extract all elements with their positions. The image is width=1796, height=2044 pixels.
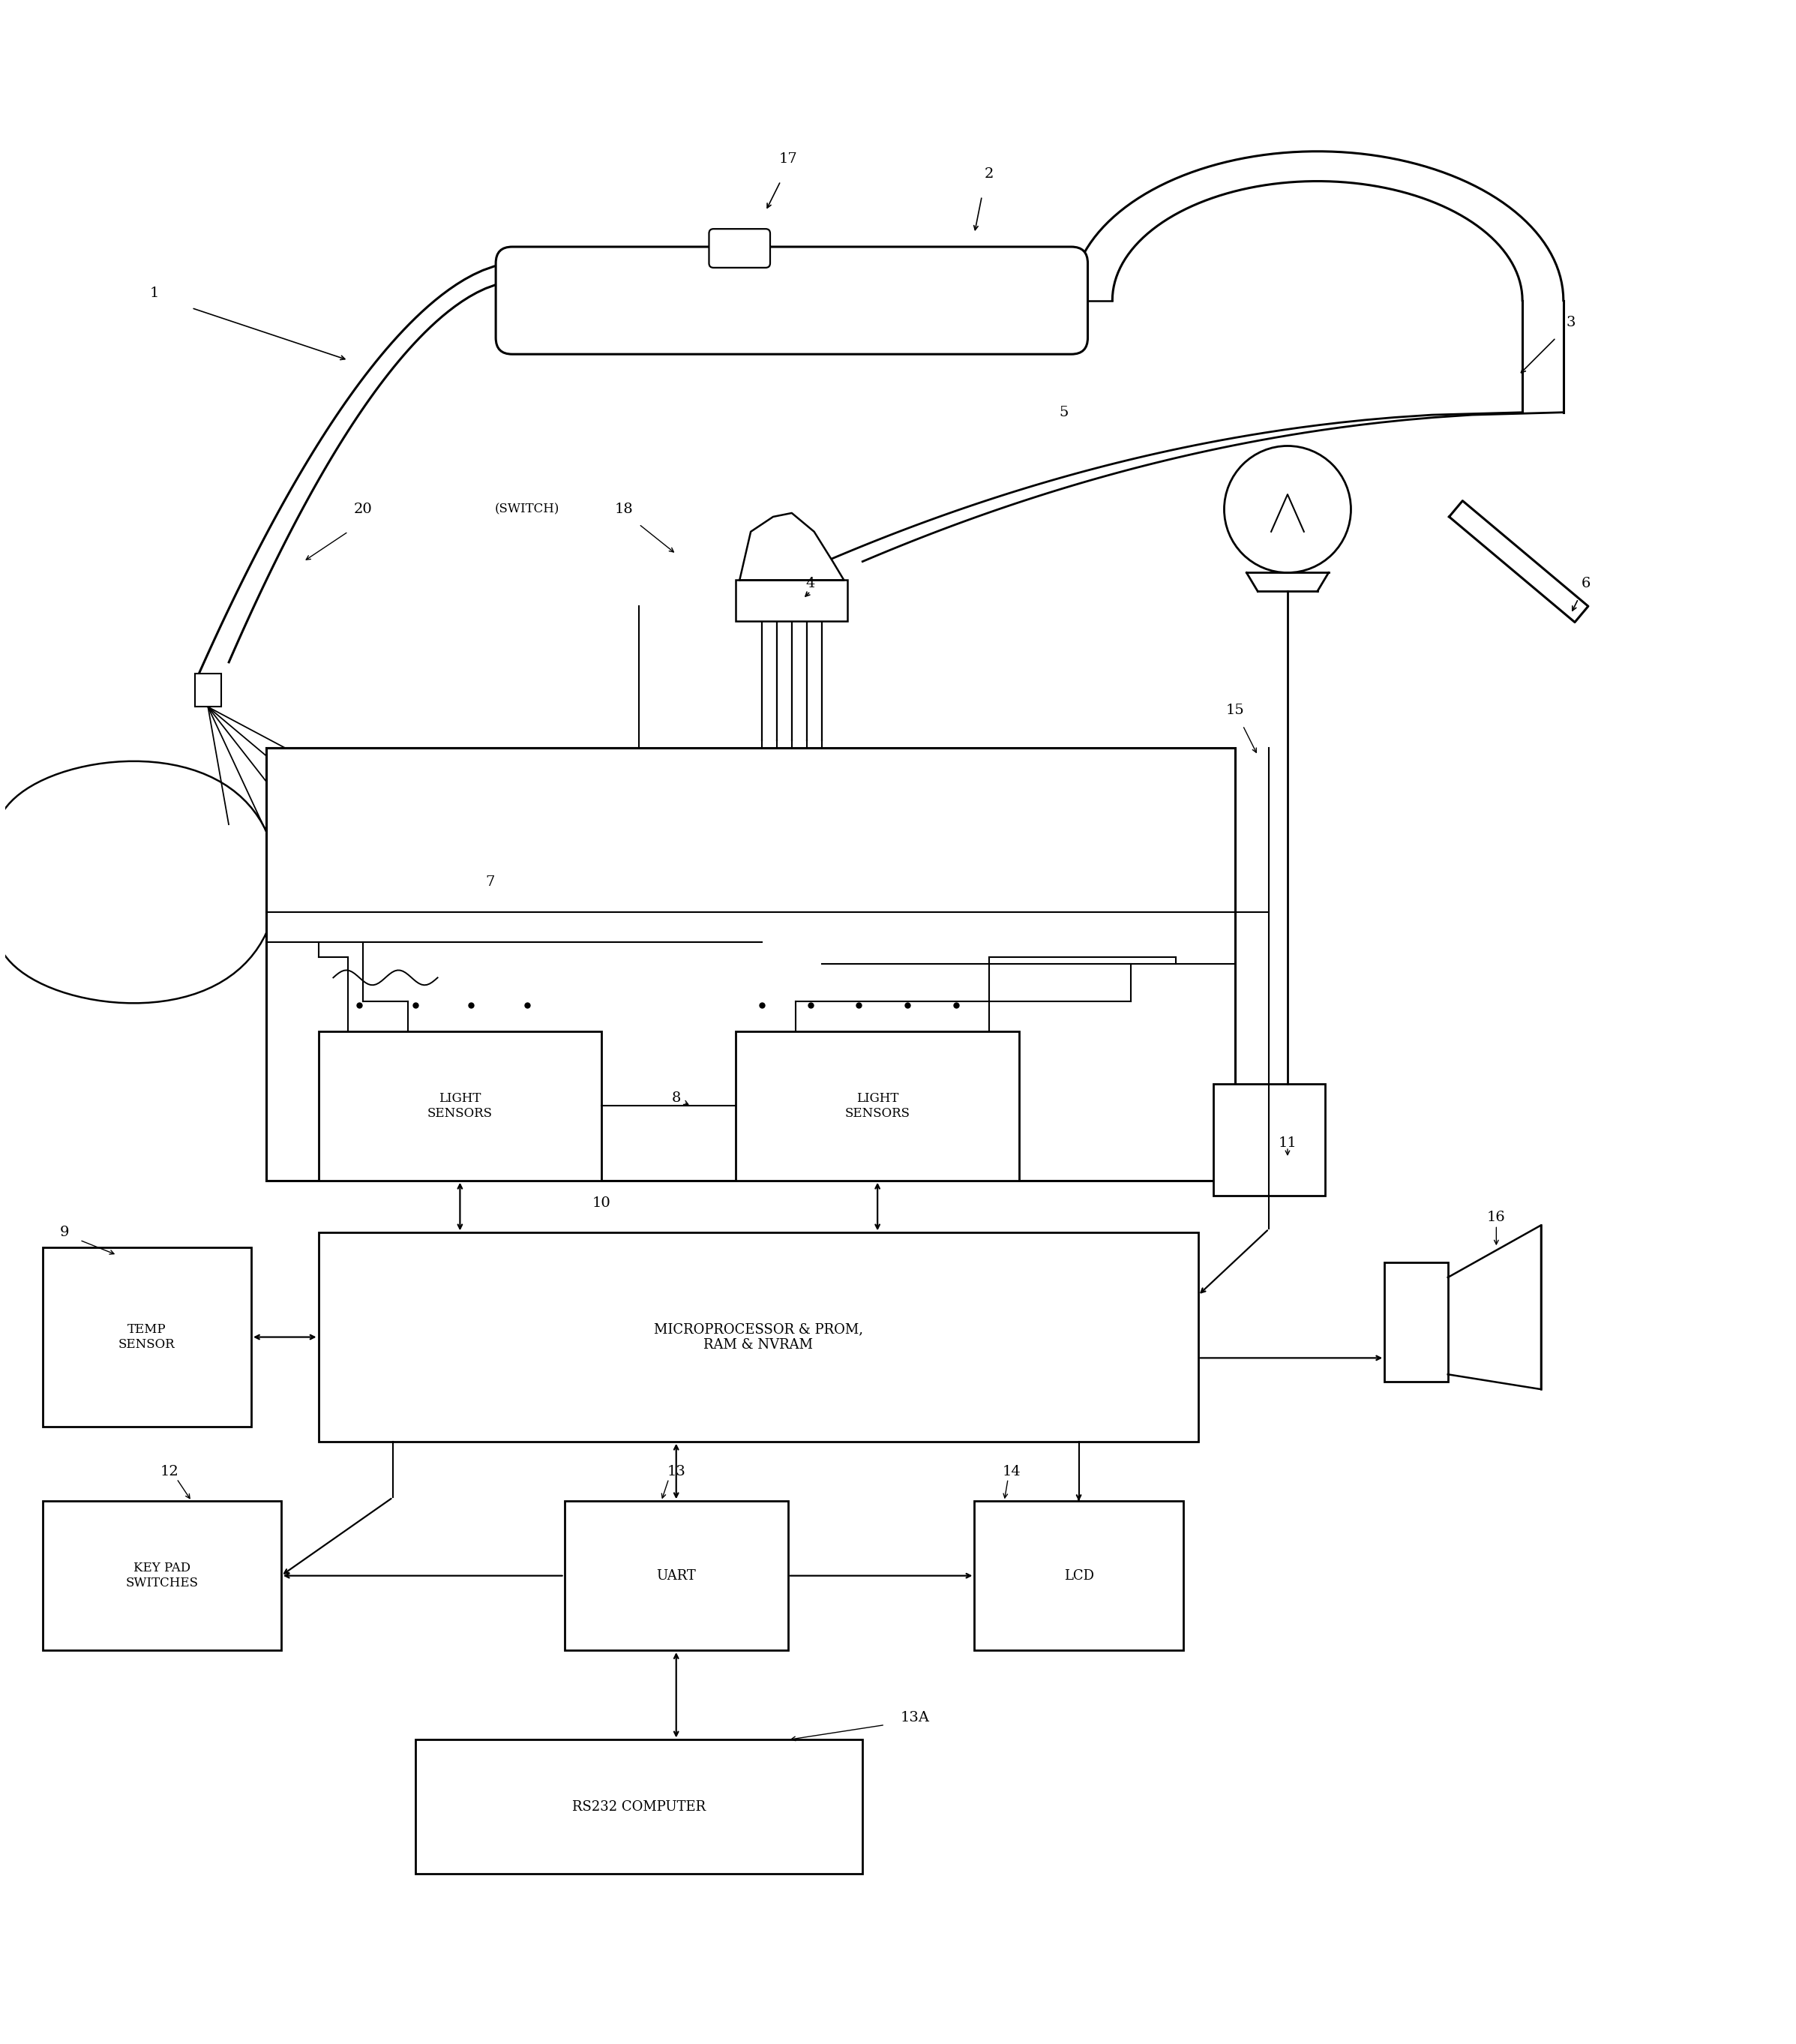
FancyBboxPatch shape — [709, 229, 770, 268]
FancyBboxPatch shape — [318, 1233, 1198, 1441]
FancyBboxPatch shape — [736, 580, 848, 621]
FancyBboxPatch shape — [43, 1247, 251, 1427]
Text: 13A: 13A — [900, 1711, 929, 1725]
Text: 9: 9 — [59, 1226, 70, 1239]
FancyBboxPatch shape — [43, 1500, 280, 1650]
Text: 8: 8 — [672, 1091, 681, 1106]
Text: 3: 3 — [1566, 317, 1575, 329]
Text: RS232 COMPUTER: RS232 COMPUTER — [573, 1801, 706, 1813]
FancyBboxPatch shape — [496, 247, 1088, 354]
Text: (SWITCH): (SWITCH) — [494, 503, 560, 515]
FancyBboxPatch shape — [736, 1032, 1018, 1181]
Text: LIGHT
SENSORS: LIGHT SENSORS — [844, 1091, 911, 1120]
Text: 14: 14 — [1002, 1466, 1020, 1478]
Text: 2: 2 — [984, 168, 993, 180]
Text: 18: 18 — [614, 503, 634, 515]
FancyBboxPatch shape — [1212, 1083, 1325, 1196]
Text: 6: 6 — [1580, 576, 1591, 591]
Text: 10: 10 — [593, 1196, 611, 1210]
Text: 7: 7 — [485, 875, 494, 889]
FancyBboxPatch shape — [1385, 1263, 1448, 1382]
Text: MICROPROCESSOR & PROM,
RAM & NVRAM: MICROPROCESSOR & PROM, RAM & NVRAM — [654, 1322, 862, 1351]
Text: 15: 15 — [1227, 703, 1245, 717]
Text: 5: 5 — [1060, 405, 1069, 419]
Text: 17: 17 — [779, 151, 797, 166]
Text: 12: 12 — [160, 1466, 178, 1478]
Text: 1: 1 — [149, 286, 160, 300]
Text: 20: 20 — [354, 503, 372, 515]
FancyBboxPatch shape — [975, 1500, 1184, 1650]
Text: 13: 13 — [666, 1466, 686, 1478]
FancyBboxPatch shape — [266, 748, 1236, 1181]
Text: LCD: LCD — [1063, 1570, 1094, 1582]
FancyBboxPatch shape — [564, 1500, 788, 1650]
FancyBboxPatch shape — [196, 672, 221, 707]
Text: 4: 4 — [806, 576, 815, 591]
Text: UART: UART — [656, 1570, 697, 1582]
FancyBboxPatch shape — [318, 1032, 602, 1181]
Text: KEY PAD
SWITCHES: KEY PAD SWITCHES — [126, 1562, 198, 1590]
Text: 11: 11 — [1279, 1136, 1297, 1151]
Text: LIGHT
SENSORS: LIGHT SENSORS — [427, 1091, 492, 1120]
Polygon shape — [740, 513, 844, 580]
Text: 16: 16 — [1487, 1210, 1505, 1224]
FancyBboxPatch shape — [415, 1739, 862, 1874]
Text: TEMP
SENSOR: TEMP SENSOR — [119, 1322, 176, 1351]
